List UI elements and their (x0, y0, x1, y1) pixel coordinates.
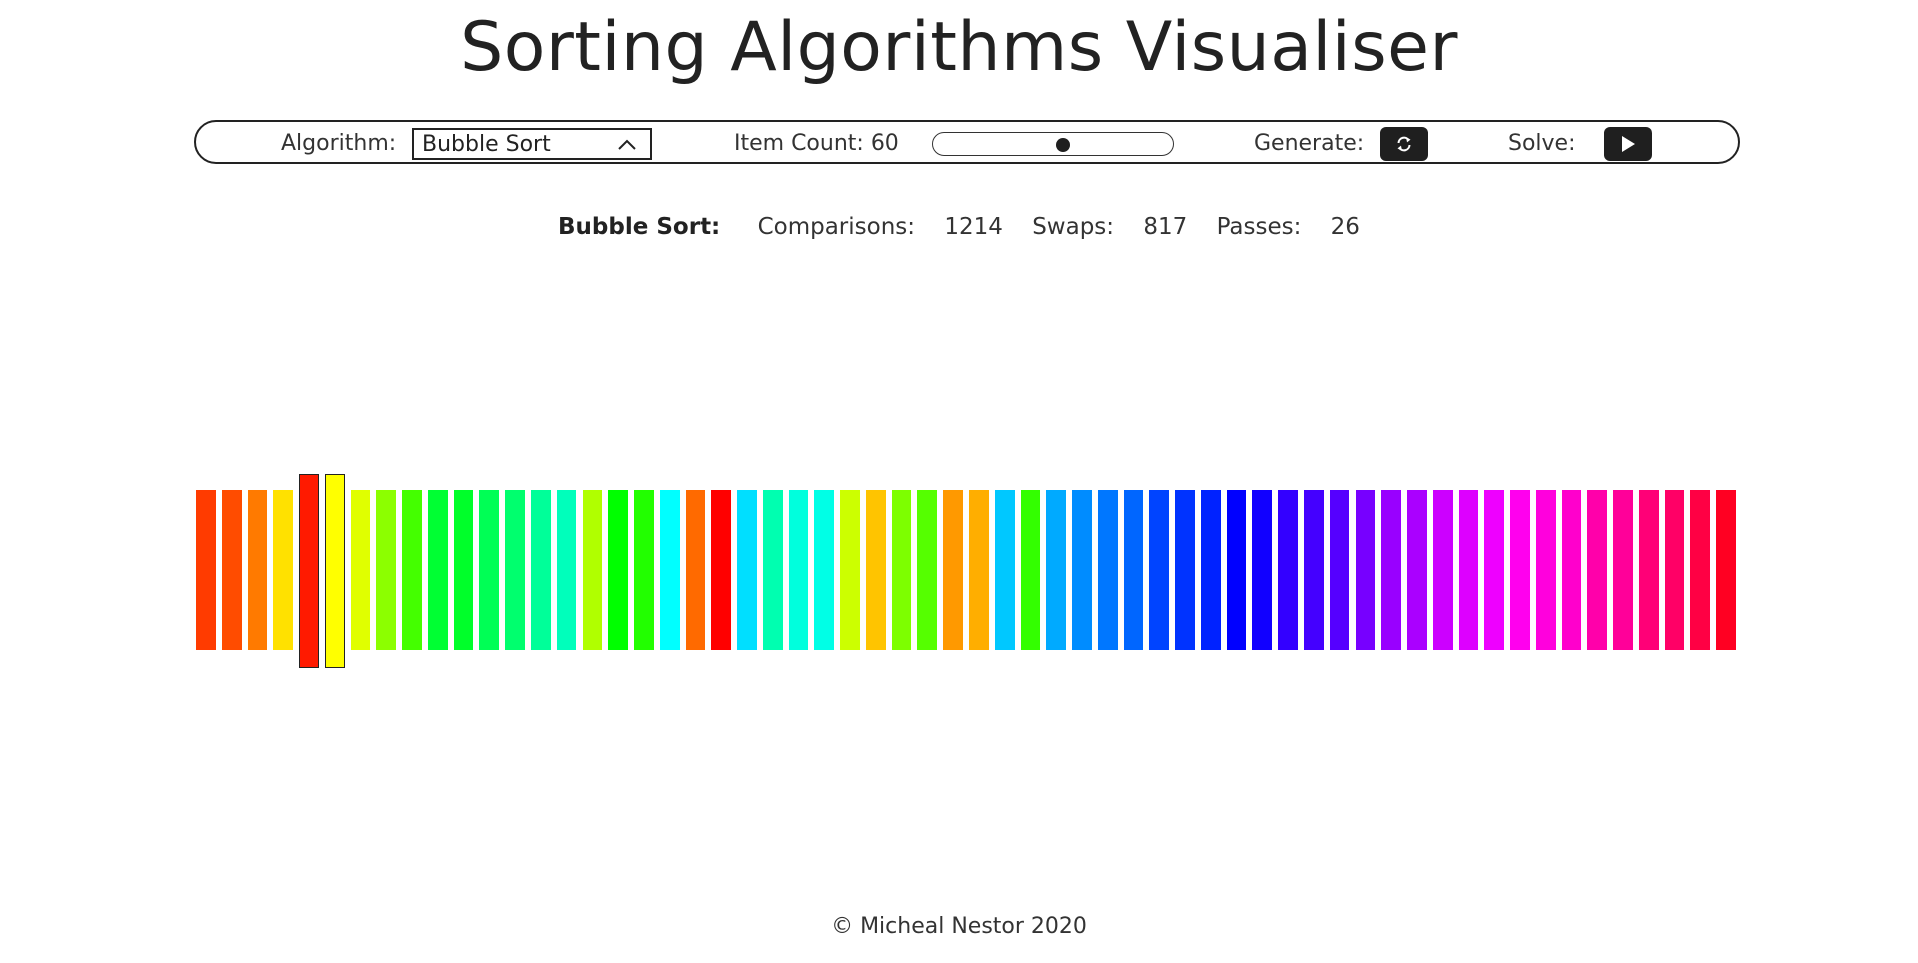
sort-bar (299, 474, 319, 668)
generate-label: Generate: (1254, 131, 1365, 156)
sort-bar (1432, 490, 1453, 650)
solve-button[interactable] (1604, 127, 1652, 161)
sort-bar (814, 490, 835, 650)
item-count-slider[interactable] (932, 132, 1174, 156)
chevron-up-icon (618, 139, 636, 150)
slider-thumb[interactable] (1056, 138, 1071, 152)
bars-area (196, 470, 1742, 670)
comparisons-value: 1214 (944, 214, 1003, 240)
sort-bar (865, 490, 886, 650)
sort-bar (1278, 490, 1298, 650)
sort-bar (1097, 490, 1118, 650)
sort-bar (273, 490, 294, 650)
sort-bar (659, 490, 680, 650)
sort-bar (1613, 490, 1633, 650)
sort-bar (479, 490, 500, 650)
footer-copyright: © Micheal Nestor 2020 (831, 914, 1087, 939)
sort-bar (969, 490, 989, 650)
sort-bar (891, 490, 912, 650)
sort-bar (582, 490, 603, 650)
comparisons-label: Comparisons: (757, 214, 916, 240)
sort-bar (1072, 490, 1092, 650)
sort-bar (1535, 490, 1556, 650)
algorithm-select[interactable]: Bubble Sort (412, 128, 652, 160)
stats-algorithm: Bubble Sort: (558, 214, 721, 240)
sort-bar (376, 490, 397, 650)
sort-bar (1561, 490, 1582, 650)
sort-bar (608, 490, 629, 650)
sort-bar (1226, 490, 1247, 650)
sort-bar (1716, 490, 1736, 650)
sort-bar (788, 490, 809, 650)
swaps-label: Swaps: (1032, 214, 1115, 240)
sort-bar (634, 490, 654, 650)
sort-bar (1200, 490, 1221, 650)
item-count-label: Item Count: 60 (734, 131, 899, 156)
passes-label: Passes: (1216, 214, 1302, 240)
sort-bar (917, 490, 938, 650)
sort-bar (556, 490, 577, 650)
sort-bar (247, 490, 268, 650)
sort-bar (1149, 490, 1170, 650)
sort-bar (1690, 490, 1711, 650)
sort-bar (737, 490, 757, 650)
sort-bar (530, 490, 551, 650)
sort-bar (994, 490, 1015, 650)
play-icon (1622, 136, 1635, 152)
sort-bar (685, 490, 706, 650)
sort-bar (762, 490, 783, 650)
sort-bar (505, 490, 525, 650)
generate-button[interactable] (1380, 127, 1428, 161)
sort-bar (840, 490, 860, 650)
sort-bar (453, 490, 474, 650)
sort-bar (221, 490, 242, 650)
refresh-icon (1397, 136, 1411, 152)
sort-bar (350, 490, 371, 650)
sort-bar (1587, 490, 1608, 650)
swaps-value: 817 (1143, 214, 1188, 240)
algorithm-label: Algorithm: (281, 131, 397, 156)
solve-label: Solve: (1508, 131, 1576, 156)
sort-bar (1252, 490, 1273, 650)
sort-bar (1638, 490, 1659, 650)
sort-bar (196, 490, 216, 650)
sort-bar (1329, 490, 1350, 650)
sort-bar (324, 474, 345, 668)
sort-bar (1407, 490, 1427, 650)
stats-line: Bubble Sort: Comparisons: 1214 Swaps: 81… (0, 214, 1918, 240)
page-title: Sorting Algorithms Visualiser (460, 8, 1458, 87)
sort-bar (1175, 490, 1195, 650)
sort-bar (1355, 490, 1376, 650)
sort-bar (1123, 490, 1144, 650)
sort-bar (402, 490, 422, 650)
sort-bar (711, 490, 732, 650)
sort-bar (1664, 490, 1685, 650)
sort-bar (943, 490, 963, 650)
sort-bar (1510, 490, 1530, 650)
sort-bar (1484, 490, 1505, 650)
controls-bar: Algorithm: Bubble Sort Item Count: 60 Ge… (194, 120, 1740, 164)
sort-bar (1458, 490, 1479, 650)
algorithm-select-value: Bubble Sort (422, 132, 551, 157)
sort-bar (427, 490, 448, 650)
sort-bar (1303, 490, 1324, 650)
passes-value: 26 (1330, 214, 1360, 240)
sort-bar (1020, 490, 1041, 650)
sort-bar (1381, 490, 1402, 650)
sort-bar (1046, 490, 1067, 650)
